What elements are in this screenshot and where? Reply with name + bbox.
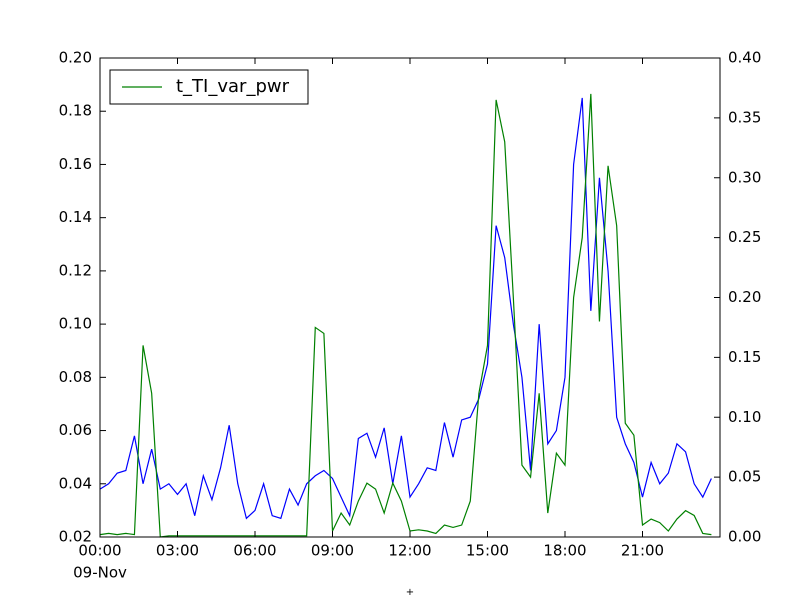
data-line xyxy=(99,93,712,538)
y2-tick-label: 0.15 xyxy=(728,348,761,366)
y-tick-label: 0.12 xyxy=(59,261,92,279)
y-tick-label: 0.20 xyxy=(59,49,92,67)
y-tick-label: 0.02 xyxy=(59,528,92,546)
y2-tick-label: 0.10 xyxy=(728,408,761,426)
y-tick-label: 0.18 xyxy=(59,102,92,120)
x-tick-label: 03:00 xyxy=(156,542,199,560)
y2-tick-label: 0.25 xyxy=(728,228,761,246)
x-tick-label: 12:00 xyxy=(388,542,431,560)
y2-tick-label: 0.40 xyxy=(728,49,761,67)
x-tick-label: 21:00 xyxy=(621,542,664,560)
x-tick-label: 00:00 xyxy=(78,542,121,560)
x-offset-text: + xyxy=(406,587,414,597)
y2-tick-label: 0.35 xyxy=(728,108,761,126)
x-tick-label: 18:00 xyxy=(543,542,586,560)
data-line xyxy=(99,97,712,520)
y-tick-label: 0.10 xyxy=(59,315,92,333)
y2-tick-label: 0.05 xyxy=(728,468,761,486)
y2-tick-label: 0.30 xyxy=(728,168,761,186)
y-tick-label: 0.06 xyxy=(59,421,92,439)
x-tick-label: 09:00 xyxy=(311,542,354,560)
y-tick-label: 0.16 xyxy=(59,155,92,173)
y-tick-label: 0.04 xyxy=(59,474,92,492)
x-tick-label: 06:00 xyxy=(233,542,276,560)
legend-label: t_TI_var_pwr xyxy=(176,76,290,97)
y-tick-label: 0.08 xyxy=(59,368,92,386)
x-tick-label: 15:00 xyxy=(466,542,509,560)
x-date-label: 09-Nov xyxy=(73,564,127,582)
y-tick-label: 0.14 xyxy=(59,208,92,226)
y2-tick-label: 0.00 xyxy=(728,528,761,546)
y2-tick-label: 0.20 xyxy=(728,288,761,306)
